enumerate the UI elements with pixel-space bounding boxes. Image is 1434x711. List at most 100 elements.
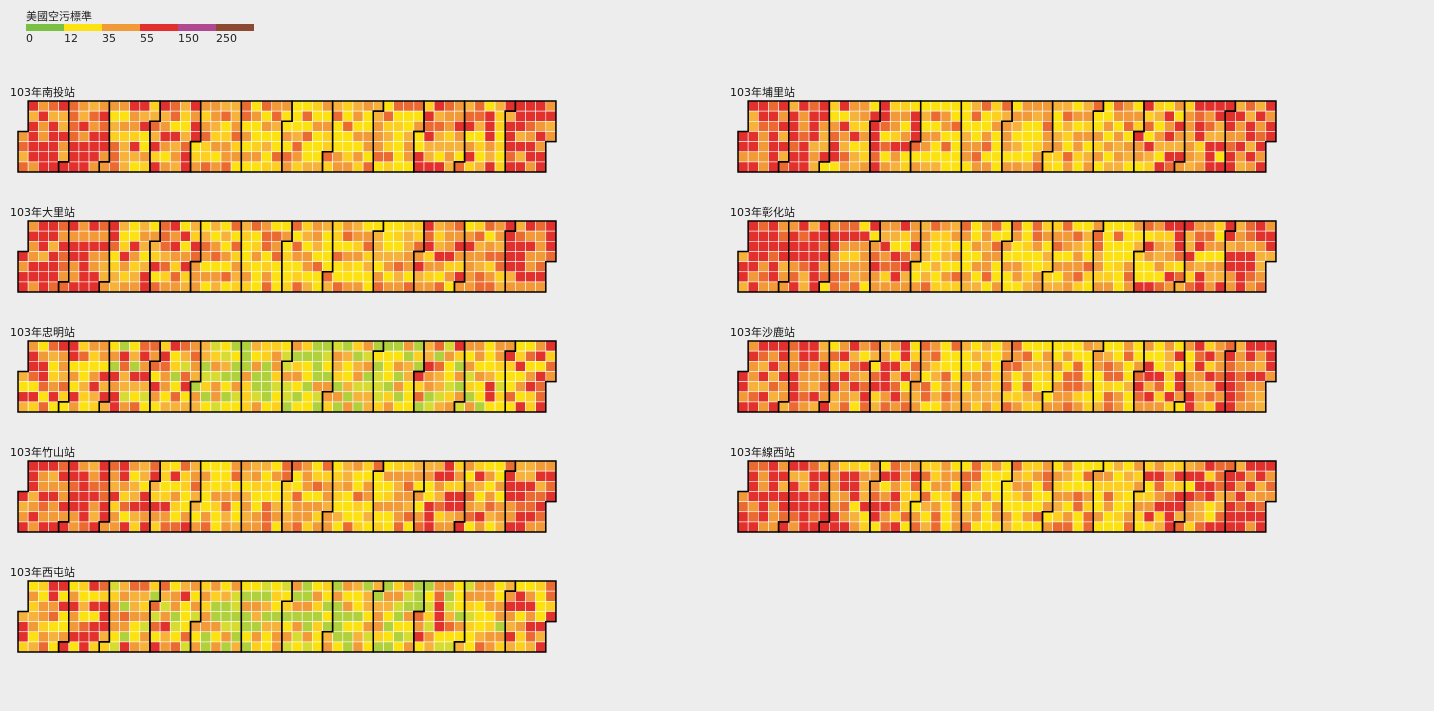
day-cell [1113,281,1124,293]
day-cell [58,161,70,173]
day-cell [545,491,557,502]
day-cell [525,401,536,413]
day-cell [1265,230,1277,242]
day-cell [200,340,212,352]
day-cell [1245,401,1256,413]
day-cell [1072,251,1084,262]
day-cell [210,141,222,153]
day-cell [1143,271,1155,283]
day-cell [312,230,323,242]
day-cell [281,501,293,513]
day-cell [372,220,384,232]
day-cell [200,590,212,602]
day-cell [78,110,90,122]
day-cell [220,240,232,252]
day-cell [981,491,993,502]
day-cell [1062,251,1074,262]
day-cell [443,641,455,653]
day-cell [869,120,881,132]
day-cell [200,120,212,132]
day-cell [839,360,850,372]
day-cell [1235,141,1246,153]
day-cell [1001,161,1013,173]
day-cell [525,521,536,533]
day-cell [403,230,415,242]
day-cell [879,521,891,533]
day-cell [332,141,344,153]
day-cell [747,100,759,112]
day-cell [423,340,435,352]
day-cell [991,120,1003,132]
day-cell [1133,401,1145,413]
day-cell [961,340,972,352]
day-cell [301,460,313,472]
day-cell [1194,240,1206,252]
day-cell [129,621,141,633]
day-cell [829,340,840,352]
day-cell [1235,110,1246,122]
day-cell [1153,251,1165,262]
day-cell [1011,240,1023,252]
day-cell [1163,480,1175,492]
day-cell [1184,401,1196,413]
day-cell [920,371,932,382]
day-cell [1214,120,1226,132]
day-cell [88,521,100,533]
day-cell [1153,141,1165,153]
day-cell [190,511,202,523]
day-cell [869,230,881,242]
day-cell [433,381,445,393]
day-cell [1194,251,1206,262]
day-cell [1194,391,1206,403]
day-cell [1092,381,1104,393]
day-cell [879,511,891,523]
day-cell [464,261,476,273]
day-cell [291,611,303,622]
day-cell [48,271,59,283]
day-cell [1032,381,1043,393]
day-cell [403,251,415,262]
day-cell [788,110,800,122]
day-cell [1255,340,1267,352]
day-cell [849,141,861,153]
day-cell [1082,340,1094,352]
day-cell [839,381,850,393]
day-cell [372,230,384,242]
day-cell [312,631,323,643]
day-cell [1224,470,1236,482]
day-cell [1194,401,1206,413]
day-cell [383,340,394,352]
day-cell [464,100,476,112]
day-cell [433,100,445,112]
day-cell [58,240,70,252]
day-cell [1062,480,1074,492]
day-cell [1214,350,1226,362]
day-cell [991,480,1003,492]
day-cell [1143,480,1155,492]
day-cell [352,641,364,653]
day-cell [981,151,993,163]
day-cell [291,401,303,413]
day-cell [950,230,962,242]
day-cell [504,360,516,372]
day-cell [1245,501,1256,513]
day-cell [109,340,120,352]
day-cell [808,350,820,362]
day-cell [798,100,810,112]
day-cell [484,521,496,533]
day-cell [241,360,252,372]
day-cell [910,151,922,163]
day-cell [129,251,141,262]
day-cell [961,100,972,112]
day-cell [98,240,110,252]
day-cell [930,501,942,513]
day-cell [423,621,435,633]
day-cell [981,501,993,513]
day-cell [504,220,516,232]
day-cell [1052,110,1064,122]
day-cell [525,230,536,242]
day-cell [778,501,790,513]
day-cell [1194,511,1206,523]
day-cell [423,100,435,112]
day-cell [251,511,262,523]
